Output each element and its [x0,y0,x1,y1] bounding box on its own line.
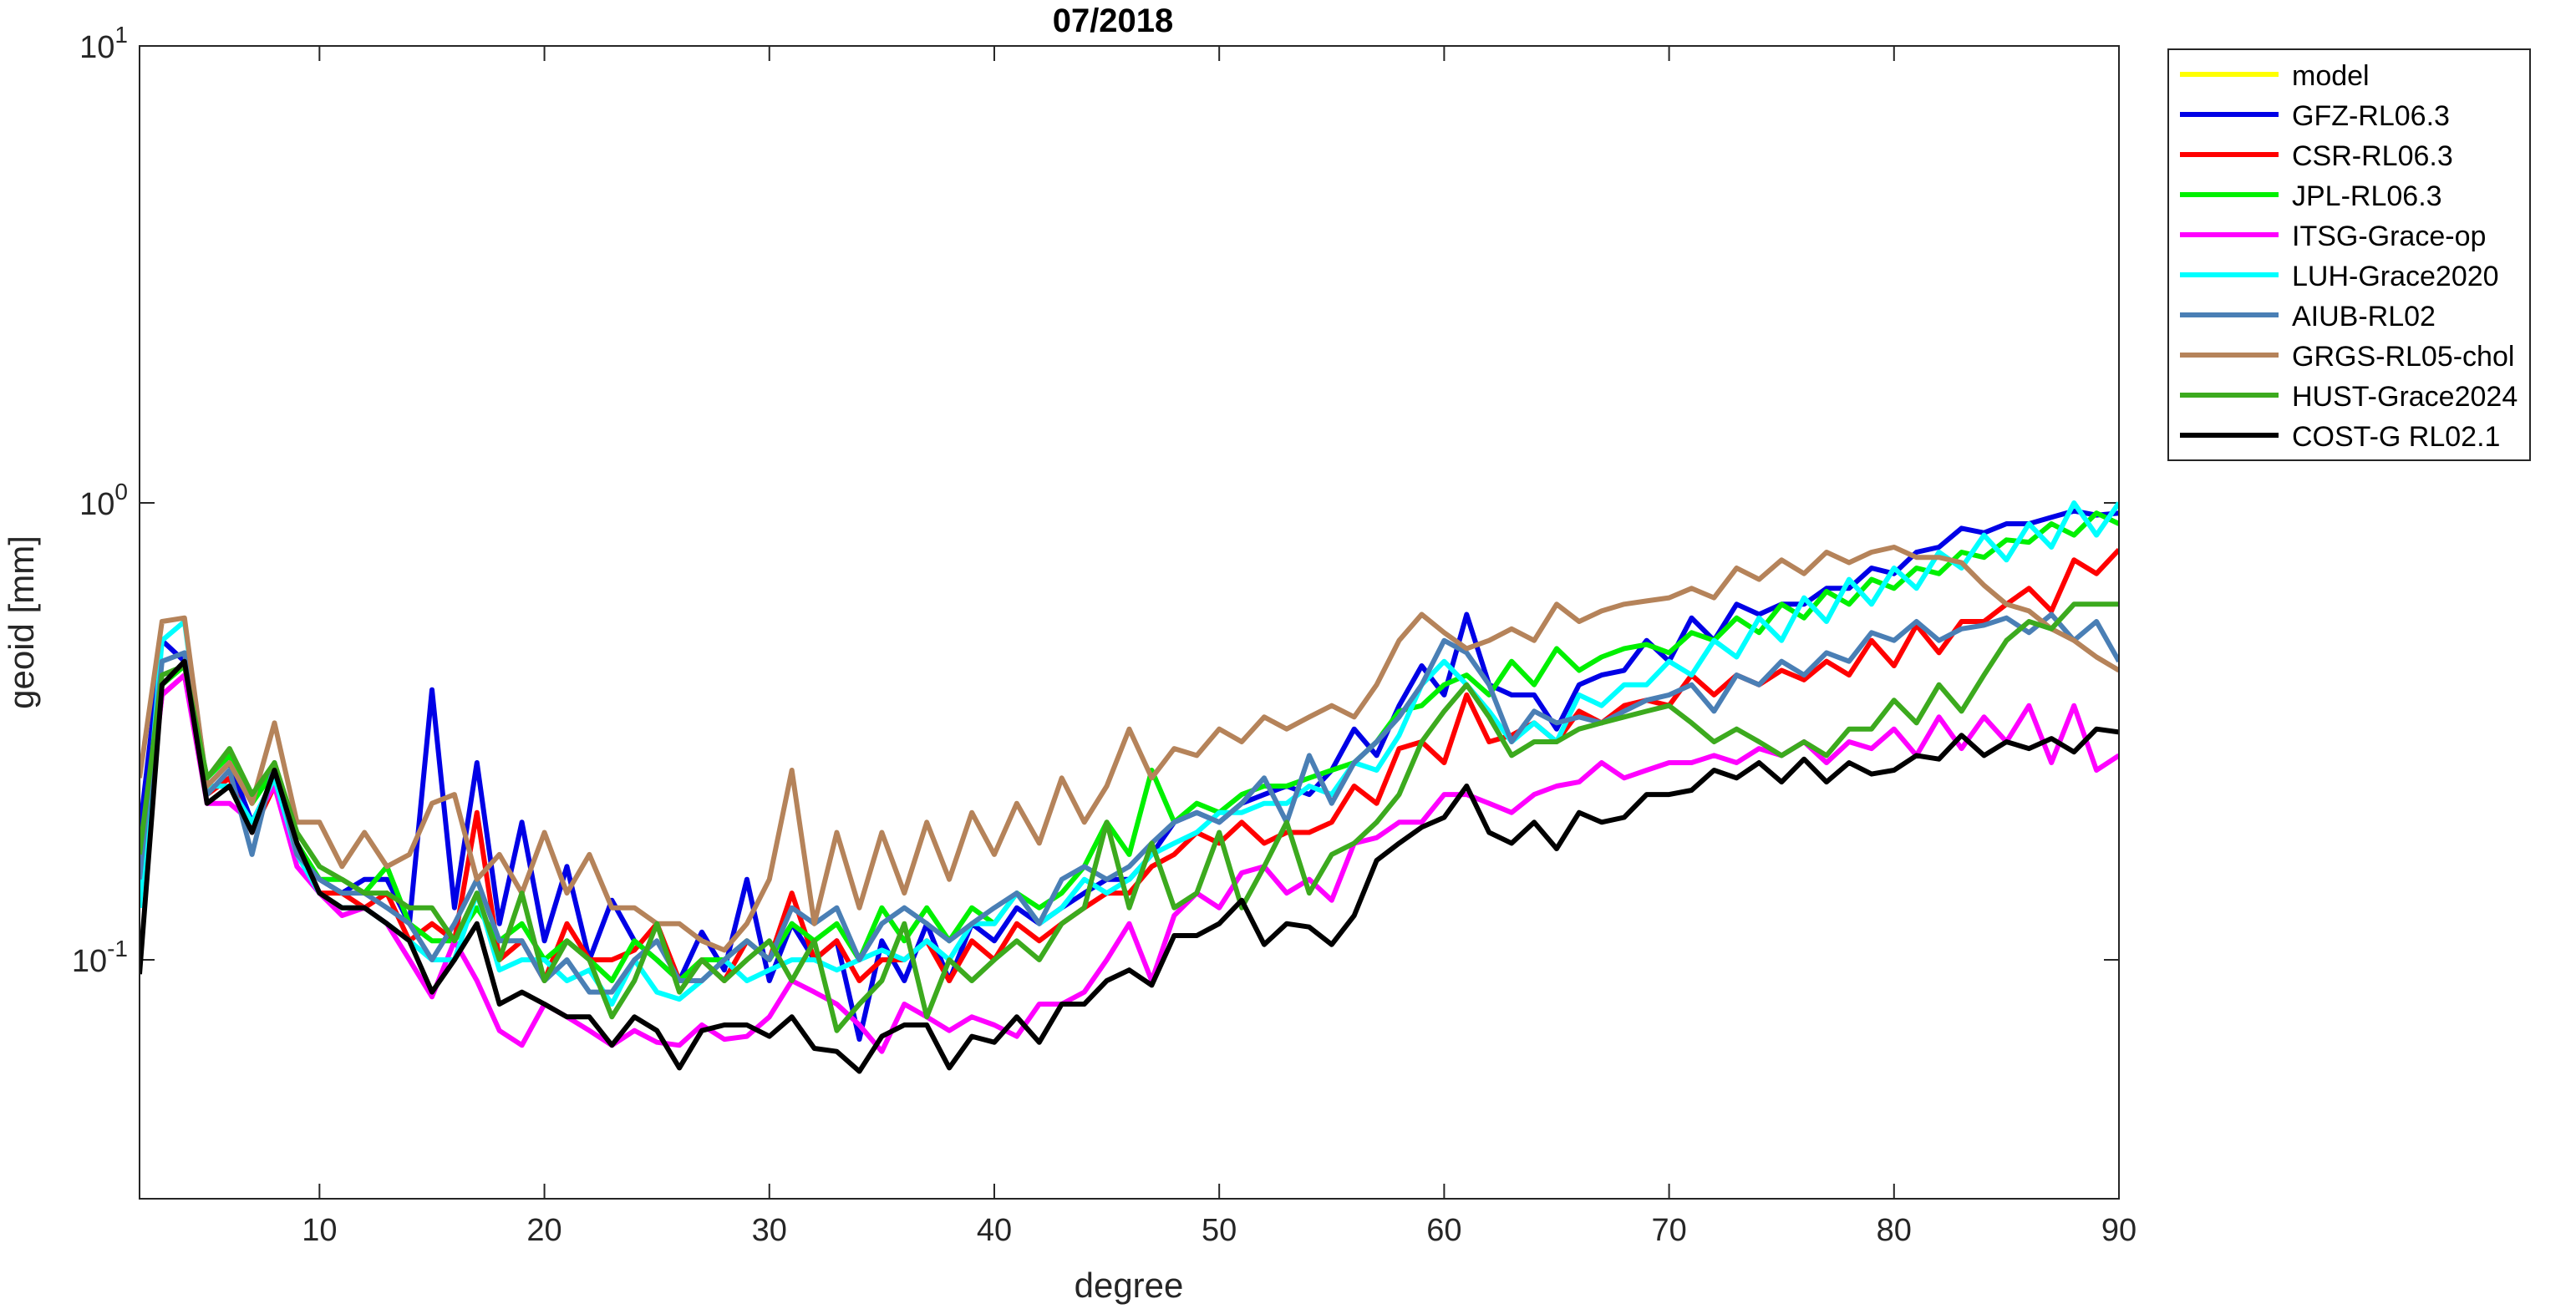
x-tick-label: 10 [302,1213,337,1248]
legend-label: model [2292,60,2370,92]
series-line [140,500,2119,1007]
legend-label: JPL-RL06.3 [2292,180,2442,212]
x-tick-label: 40 [977,1213,1012,1248]
legend-label: GFZ-RL06.3 [2292,100,2450,132]
axes-box [139,45,2120,1200]
series-line [140,658,2119,1074]
series-line [140,611,2119,995]
y-axis-label: geoid [mm] [2,535,41,709]
x-tick-label: 60 [1426,1213,1461,1248]
x-tick-label: 70 [1651,1213,1686,1248]
series-line [140,601,2119,1033]
y-tick-label: 100 [79,479,128,522]
x-tick-label: 50 [1202,1213,1237,1248]
x-axis-label: degree [1075,1266,1184,1305]
series-line [140,545,2119,953]
y-tick-label: 101 [79,22,128,65]
x-tick-label: 30 [752,1213,787,1248]
chart-title: 07/2018 [1053,3,1174,39]
x-tick-label: 90 [2101,1213,2137,1248]
legend-label: LUH-Grace2020 [2292,261,2499,292]
legend-label: GRGS-RL05-chol [2292,341,2514,373]
legend-label: COST-G RL02.1 [2292,421,2500,453]
legend-label: ITSG-Grace-op [2292,221,2486,252]
x-tick-label: 20 [526,1213,561,1248]
x-tick-label: 80 [1877,1213,1912,1248]
legend-box [2167,48,2531,461]
y-tick-label: 10-1 [72,936,128,979]
legend-label: HUST-Grace2024 [2292,381,2518,413]
legend-label: AIUB-RL02 [2292,301,2436,332]
legend-label: CSR-RL06.3 [2292,140,2453,172]
